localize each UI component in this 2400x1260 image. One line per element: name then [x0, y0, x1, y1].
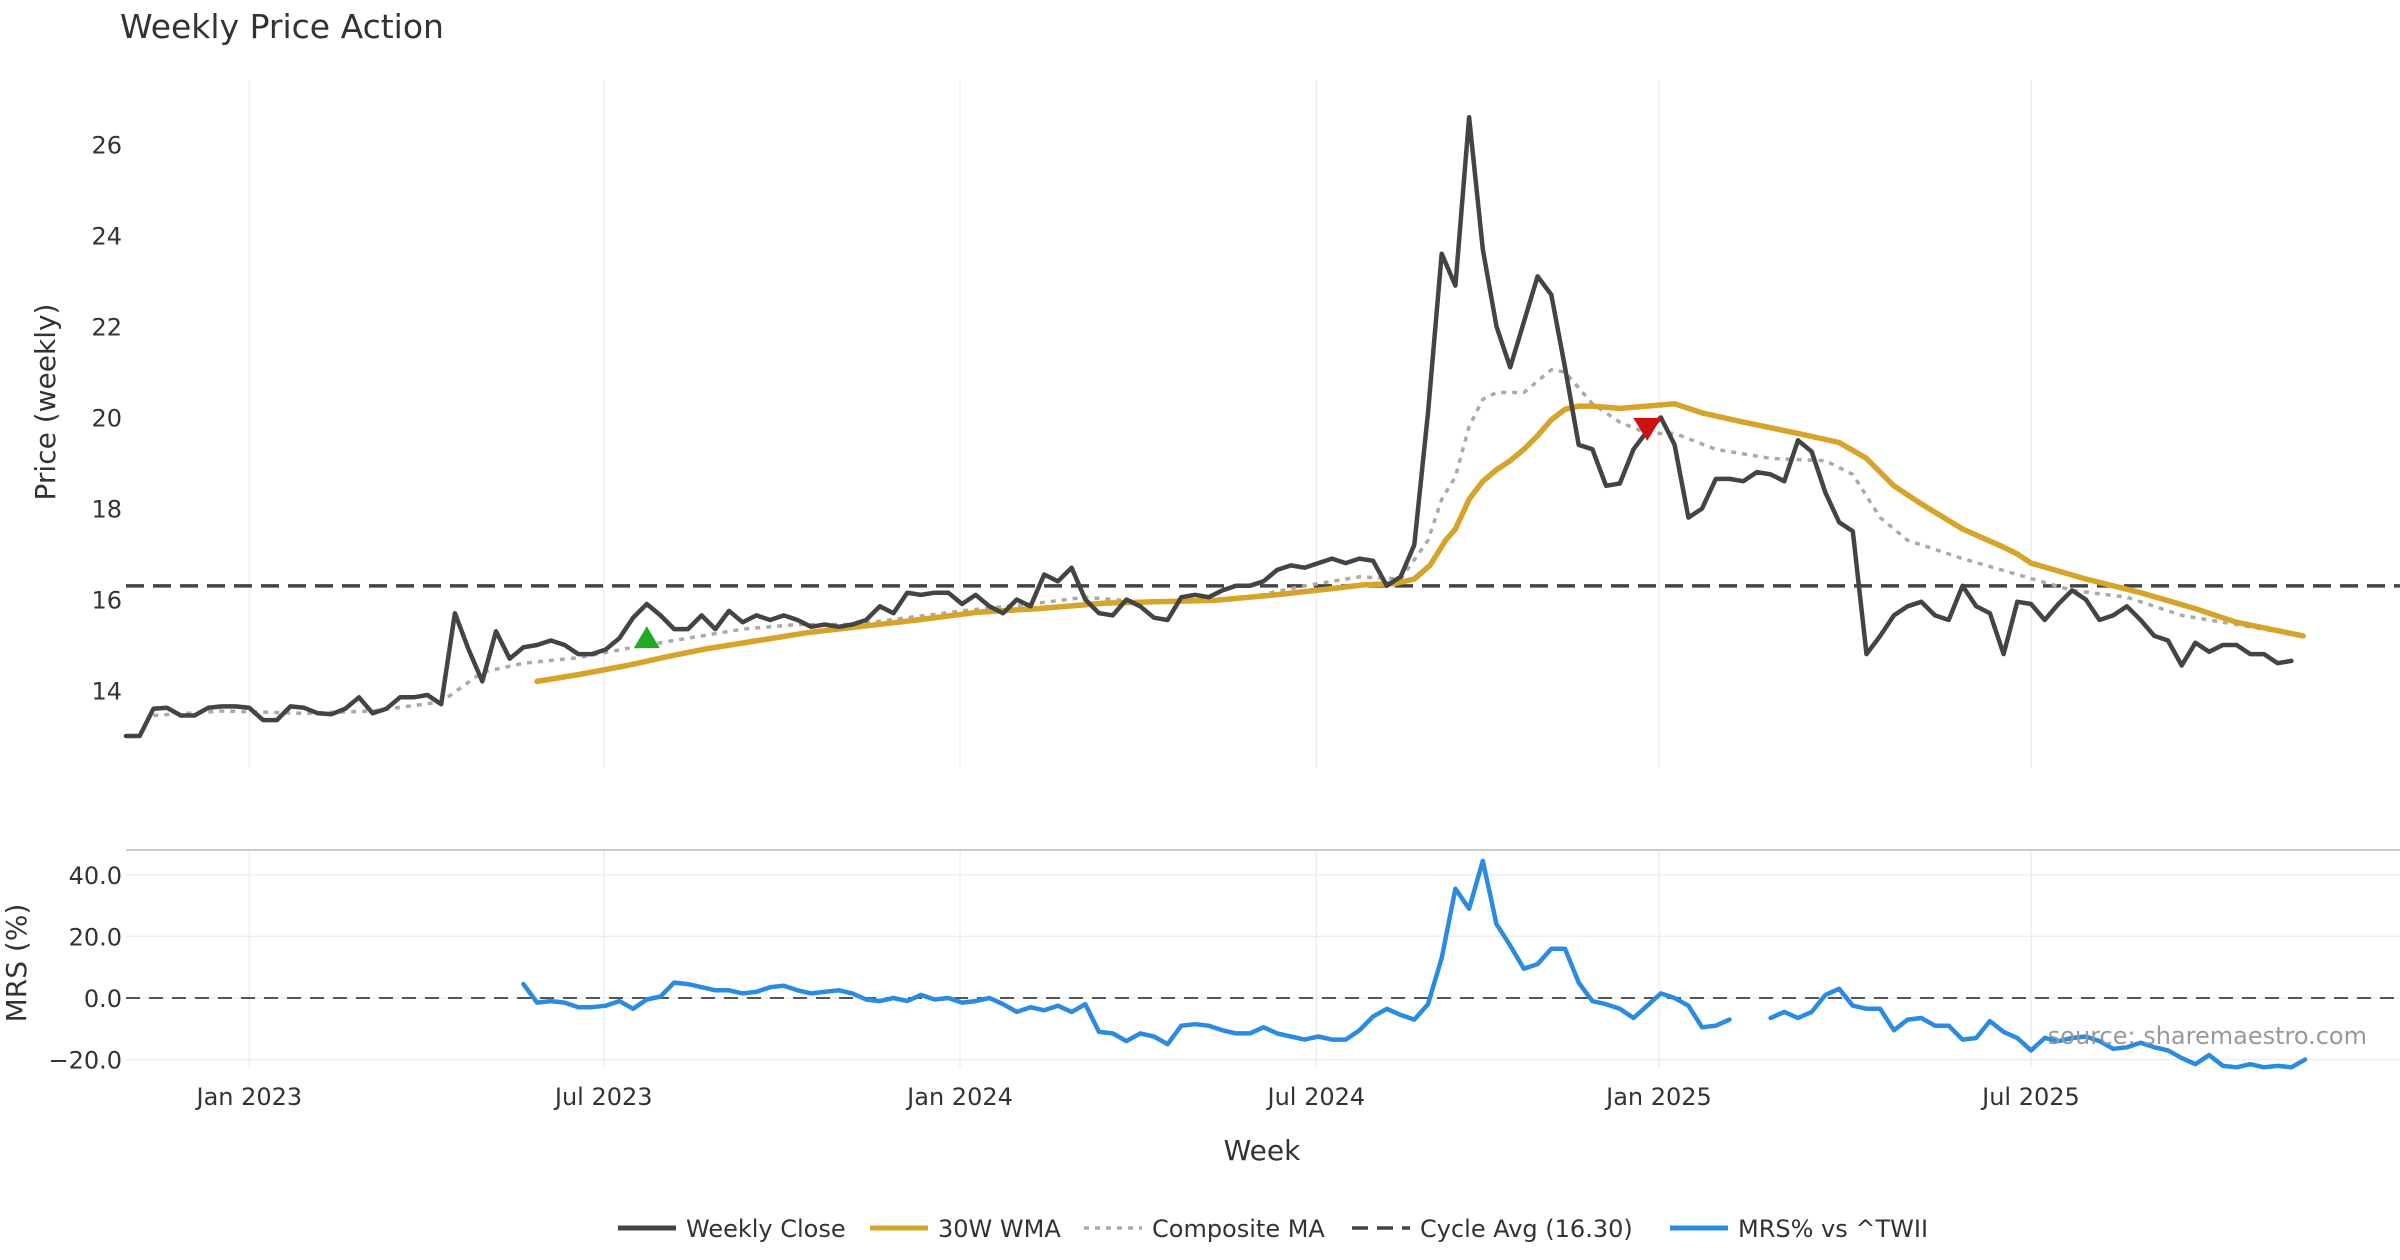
chart-title: Weekly Price Action [120, 7, 444, 46]
mrs-y-tick: 20.0 [69, 923, 122, 951]
30w-wma-line [534, 401, 2306, 685]
x-axis-label: Week [1224, 1134, 1301, 1167]
mrs-y-tick: −20.0 [48, 1047, 122, 1075]
mrs-y-tick: 40.0 [69, 862, 122, 890]
chart-legend: Weekly Close 30W WMA Composite MA Cycle Avg… [618, 1215, 1928, 1243]
x-tick: Jul 2025 [1980, 1083, 2080, 1111]
price-y-tick: 24 [91, 223, 122, 251]
composite-ma-line [153, 367, 2304, 718]
price-y-tick: 20 [91, 405, 122, 433]
legend-label-weekly-close: Weekly Close [686, 1215, 846, 1243]
legend-label-composite-ma: Composite MA [1152, 1215, 1325, 1243]
price-gridlines [248, 80, 2032, 768]
price-y-tick-labels: 14 16 18 20 22 24 26 [91, 132, 122, 706]
weekly-close-line [123, 114, 2294, 739]
x-tick-labels: Jan 2023 Jul 2023 Jan 2024 Jul 2024 Jan 2025… [194, 1083, 2079, 1111]
x-tick: Jan 2023 [194, 1083, 302, 1111]
price-y-tick: 22 [91, 314, 122, 342]
mrs-line-segment [1768, 986, 2308, 1070]
price-y-tick: 26 [91, 132, 122, 160]
legend-label-cycle-avg-16-30: Cycle Avg (16.30) [1420, 1215, 1633, 1243]
x-tick: Jan 2025 [1604, 1083, 1712, 1111]
legend-label-mrs-vs-twii: MRS% vs ^TWII [1738, 1215, 1928, 1243]
price-y-tick: 18 [91, 496, 122, 524]
x-tick: Jul 2023 [553, 1083, 653, 1111]
source-note: source: sharemaestro.com [2048, 1022, 2367, 1050]
legend-label-30w-wma: 30W WMA [938, 1215, 1061, 1243]
price-y-tick: 16 [91, 587, 122, 615]
mrs-y-axis-label: MRS (%) [0, 904, 33, 1023]
price-y-tick: 14 [91, 678, 122, 706]
mrs-y-tick: 0.0 [84, 985, 122, 1013]
mrs-y-tick-labels: 40.0 20.0 0.0 −20.0 [48, 862, 122, 1075]
signal-markers [633, 417, 1662, 649]
mrs-line-segment [521, 858, 1732, 1047]
buy-signal-marker [633, 626, 660, 649]
x-tick: Jul 2024 [1266, 1083, 1366, 1111]
sell-signal-marker [1633, 417, 1662, 441]
price-y-axis-label: Price (weekly) [29, 304, 62, 501]
mrs-series-group [521, 858, 2308, 1070]
x-tick: Jan 2024 [905, 1083, 1013, 1111]
price-series-group [123, 114, 2306, 739]
